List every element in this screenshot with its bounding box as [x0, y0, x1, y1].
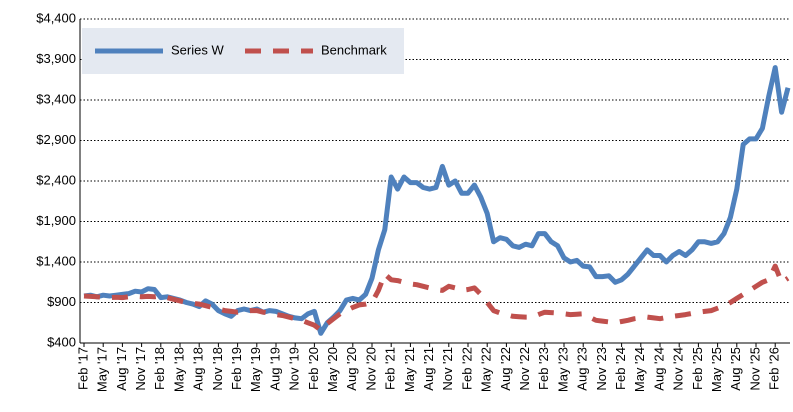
x-tick-label: Nov '20 [363, 347, 378, 391]
legend: Series W Benchmark [82, 28, 404, 74]
x-tick-label: May '18 [171, 347, 186, 392]
series-line [83, 263, 790, 333]
x-tick-label: Feb '18 [152, 347, 167, 390]
x-tick-label: Feb '23 [536, 347, 551, 390]
y-tick-label: $3,400 [36, 91, 76, 106]
x-tick-label: Aug '19 [267, 347, 282, 391]
x-tick-label: May '19 [248, 347, 263, 392]
x-tick-label: Aug '24 [651, 347, 666, 391]
y-tick-label: $4,400 [36, 10, 76, 25]
x-tick-label: Nov '22 [517, 347, 532, 391]
x-tick-label: Nov '18 [210, 347, 225, 391]
x-tick-label: Aug '17 [114, 347, 129, 391]
legend-label: Benchmark [321, 42, 387, 57]
y-tick-label: $3,900 [36, 51, 76, 66]
x-tick-label: Feb '26 [767, 347, 782, 390]
x-tick-label: Aug '22 [498, 347, 513, 391]
x-tick-label: Nov '17 [133, 347, 148, 391]
x-tick-label: Feb '24 [613, 347, 628, 390]
legend-label: Series W [171, 42, 224, 57]
y-tick-label: $2,400 [36, 172, 76, 187]
x-tick-label: Nov '21 [440, 347, 455, 391]
x-tick-label: Aug '21 [421, 347, 436, 391]
x-tick-label: May '21 [402, 347, 417, 392]
y-tick-label: $1,900 [36, 213, 76, 228]
x-tick-label: May '23 [555, 347, 570, 392]
x-tick-label: May '17 [95, 347, 110, 392]
x-tick-label: Feb '21 [383, 347, 398, 390]
series-line [83, 65, 791, 336]
x-tick-label: Aug '25 [728, 347, 743, 391]
x-tick-label: Feb '17 [75, 347, 90, 390]
x-tick-label: Nov '23 [594, 347, 609, 391]
x-tick-label: May '24 [632, 347, 647, 392]
x-tick-label: Feb '19 [229, 347, 244, 390]
x-tick-label: Aug '20 [344, 347, 359, 391]
x-tick-label: Feb '25 [690, 347, 705, 390]
x-tick-label: May '20 [325, 347, 340, 392]
y-tick-label: $1,400 [36, 253, 76, 268]
x-tick-label: Aug '18 [191, 347, 206, 391]
y-tick-label: $400 [47, 334, 76, 349]
y-tick-label: $900 [47, 294, 76, 309]
x-tick-label: Feb '20 [306, 347, 321, 390]
x-tick-label: Feb '22 [459, 347, 474, 390]
x-tick-label: Nov '24 [671, 347, 686, 391]
x-tick-label: May '22 [479, 347, 494, 392]
x-tick-label: May '25 [709, 347, 724, 392]
x-tick-label: Nov '19 [287, 347, 302, 391]
x-tick-label: Aug '23 [575, 347, 590, 391]
y-tick-label: $2,900 [36, 132, 76, 147]
x-tick-label: Nov '25 [747, 347, 762, 391]
